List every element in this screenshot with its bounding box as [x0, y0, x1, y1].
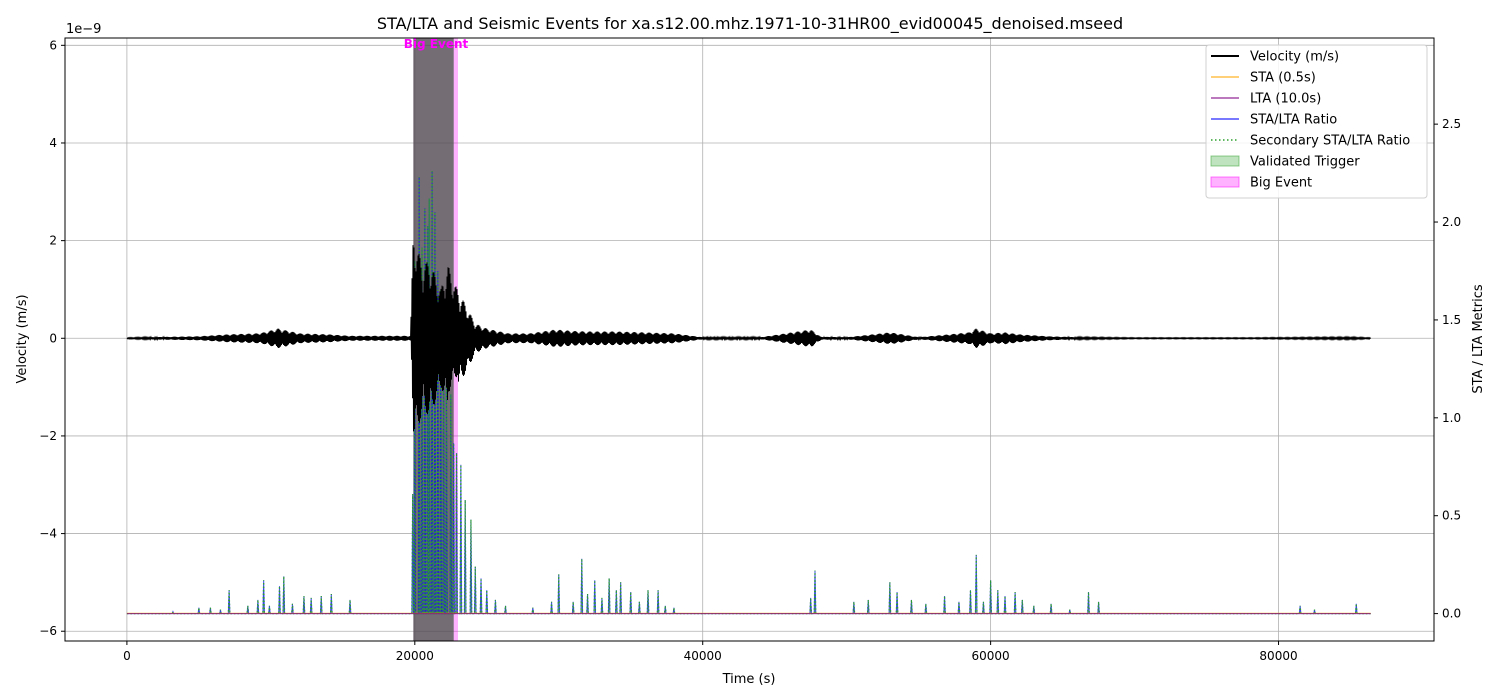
legend-label-sta: STA (0.5s) [1250, 71, 1316, 86]
left-y-tick-label-2: −2 [39, 429, 57, 443]
right-y-tick-label-1: 0.5 [1442, 509, 1461, 523]
velocity-line [126, 245, 1371, 432]
big-event-label: Big Event [404, 37, 469, 51]
x-tick-label-4: 80000 [1259, 649, 1297, 663]
ratio-area-fill [126, 171, 1371, 614]
right-y-axis-ticks: 0.0 0.5 1.0 1.5 2.0 2.5 [1434, 117, 1461, 621]
legend-swatch-trigger [1210, 155, 1240, 167]
chart-title: STA/LTA and Seismic Events for xa.s12.00… [377, 14, 1123, 34]
legend-swatch-big_event [1210, 176, 1240, 188]
left-y-axis-ticks: −6 −4 −2 0 2 4 6 [39, 38, 65, 638]
legend: Velocity (m/s) STA (0.5s) LTA (10.0s) STA/L… [1205, 44, 1428, 199]
left-axis-offset-label: 1e−9 [66, 22, 101, 37]
right-y-tick-label-2: 1.0 [1442, 411, 1461, 425]
right-y-tick-label-3: 1.5 [1442, 313, 1461, 327]
left-y-tick-label-6: 6 [49, 38, 57, 52]
legend-label-big_event: Big Event [1250, 176, 1312, 191]
plot-frame [64, 37, 1435, 642]
legend-label-lta: LTA (10.0s) [1250, 92, 1321, 107]
legend-label-velocity: Velocity (m/s) [1250, 50, 1339, 65]
velocity-series [126, 245, 1371, 432]
right-y-axis-label: STA / LTA Metrics [1471, 284, 1486, 394]
secondary-ratio-line [126, 171, 1371, 615]
x-axis-ticks: 0 20000 40000 60000 80000 [123, 641, 1298, 663]
right-y-tick-label-4: 2.0 [1442, 215, 1461, 229]
left-y-tick-label-1: −4 [39, 527, 57, 541]
left-y-tick-label-4: 2 [49, 234, 57, 248]
x-axis-label: Time (s) [722, 672, 776, 687]
left-y-axis-label: Velocity (m/s) [15, 294, 30, 383]
x-tick-label-0: 0 [123, 649, 131, 663]
x-tick-label-1: 20000 [396, 649, 434, 663]
x-tick-label-3: 60000 [972, 649, 1010, 663]
sta-lta-ratio-series [126, 171, 1371, 615]
legend-label-secondary: Secondary STA/LTA Ratio [1250, 134, 1410, 149]
right-y-tick-label-0: 0.0 [1442, 607, 1461, 621]
right-y-tick-label-5: 2.5 [1442, 117, 1461, 131]
sta-lta-ratio-line [126, 171, 1371, 615]
legend-label-trigger: Validated Trigger [1250, 155, 1360, 170]
x-tick-label-2: 40000 [684, 649, 722, 663]
left-y-tick-label-3: 0 [49, 331, 57, 345]
left-y-tick-label-0: −6 [39, 624, 57, 638]
legend-box [1205, 44, 1428, 199]
legend-label-ratio: STA/LTA Ratio [1250, 113, 1337, 128]
left-y-tick-label-5: 4 [49, 136, 57, 150]
